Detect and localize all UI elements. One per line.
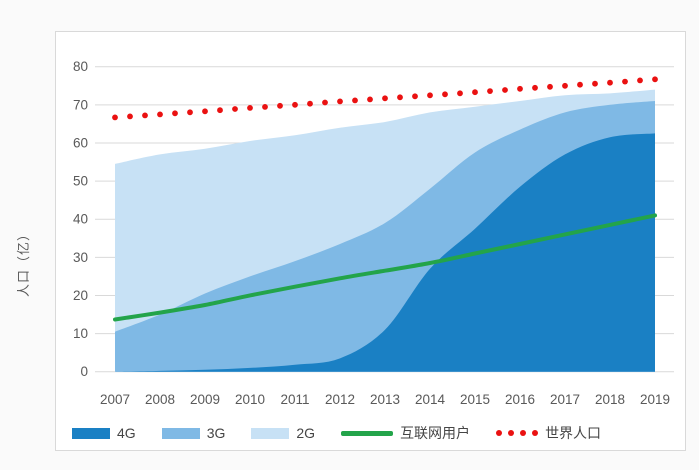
chart-legend: 4G 3G 2G 互联网用户 世界人口: [56, 420, 686, 446]
legend-dots-world-population-icon: [496, 430, 539, 436]
legend-swatch-2g-icon: [251, 427, 290, 439]
world-population-dot: [502, 87, 508, 93]
world-population-dot: [157, 111, 163, 118]
world-population-dot: [307, 100, 313, 107]
world-population-dot: [487, 88, 493, 94]
legend-label-2g: 2G: [296, 425, 316, 441]
world-population-dot: [517, 85, 523, 92]
legend-label-world-population: 世界人口: [545, 425, 602, 441]
internet-users-line: [113, 213, 657, 322]
y-tick-label-0: 0: [80, 364, 88, 379]
y-tick-label-60: 60: [73, 135, 88, 150]
world-population-dot: [142, 112, 148, 119]
x-tick-label-2013: 2013: [370, 392, 400, 407]
world-population-dot: [322, 99, 328, 106]
legend-item-4g: 4G: [72, 426, 136, 440]
legend-label-3g: 3G: [206, 425, 226, 441]
world-population-dot: [607, 79, 613, 86]
world-population-dot: [202, 108, 208, 115]
y-tick-label-20: 20: [73, 288, 88, 303]
x-tick-label-2009: 2009: [190, 392, 220, 407]
x-tick-label-2011: 2011: [280, 392, 309, 407]
world-population-dot: [622, 78, 628, 85]
x-tick-label-2008: 2008: [145, 392, 175, 407]
legend-item-internet-users: 互联网用户: [341, 426, 470, 440]
world-population-dot: [427, 92, 433, 99]
world-population-dot: [637, 77, 643, 84]
world-population-dot: [352, 97, 358, 104]
world-population-dot: [337, 98, 343, 105]
x-tick-label-2007: 2007: [100, 392, 130, 407]
y-tick-label-10: 10: [73, 326, 88, 341]
world-population-dot: [592, 80, 598, 87]
world-population-dot: [412, 93, 418, 100]
world-population-dot: [232, 106, 238, 112]
world-population-dot: [367, 96, 373, 103]
world-population-dot: [277, 102, 283, 109]
world-population-dot: [457, 90, 463, 97]
legend-item-world-population: 世界人口: [496, 426, 601, 440]
x-tick-label-2012: 2012: [325, 392, 355, 407]
world-population-dot: [397, 94, 403, 101]
y-tick-label-40: 40: [73, 212, 88, 227]
legend-label-4g: 4G: [117, 425, 136, 441]
world-population-dot: [577, 81, 583, 88]
world-population-dot: [547, 83, 553, 90]
x-tick-label-2016: 2016: [505, 392, 535, 407]
x-tick-label-2019: 2019: [640, 392, 670, 407]
legend-item-3g: 3G: [161, 425, 226, 441]
x-tick-label-2014: 2014: [415, 392, 446, 407]
x-tick-label-2017: 2017: [550, 392, 580, 407]
world-population-dot: [442, 91, 448, 98]
world-population-dots: [112, 76, 658, 121]
legend-label-internet-users: 互联网用户: [400, 425, 471, 441]
world-population-dot: [472, 89, 478, 96]
legend-swatch-4g-icon: [72, 427, 110, 439]
area-4g: [115, 133, 655, 372]
world-population-dot: [127, 113, 133, 120]
world-population-dot: [532, 84, 538, 91]
world-population-dot: [382, 95, 388, 102]
world-population-dot: [247, 105, 253, 111]
world-population-dot: [652, 76, 658, 83]
y-tick-label-30: 30: [73, 250, 88, 265]
y-tick-label-50: 50: [73, 174, 88, 189]
world-population-dot: [562, 82, 568, 89]
y-tick-label-70: 70: [73, 97, 88, 112]
x-tick-label-2010: 2010: [235, 392, 265, 407]
y-axis-title: 人口（亿）: [16, 227, 31, 297]
legend-item-2g: 2G: [251, 426, 315, 440]
legend-swatch-3g-icon: [161, 427, 200, 439]
world-population-dot: [292, 101, 298, 108]
y-tick-label-80: 80: [73, 59, 88, 74]
x-tick-label-2018: 2018: [595, 392, 625, 407]
world-population-dot: [217, 107, 223, 114]
world-population-dot: [262, 104, 268, 110]
world-population-dot: [187, 109, 193, 116]
x-tick-label-2015: 2015: [460, 392, 490, 407]
world-population-dot: [172, 110, 178, 117]
world-population-dot: [112, 114, 118, 121]
legend-line-internet-users-icon: [341, 430, 394, 436]
